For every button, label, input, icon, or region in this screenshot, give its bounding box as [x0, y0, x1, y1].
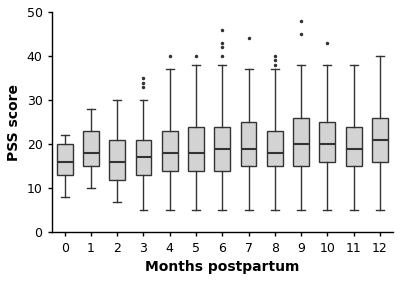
PathPatch shape — [346, 127, 362, 166]
PathPatch shape — [109, 140, 125, 180]
X-axis label: Months postpartum: Months postpartum — [145, 260, 300, 274]
PathPatch shape — [136, 140, 151, 175]
Y-axis label: PSS score: PSS score — [7, 84, 21, 161]
PathPatch shape — [241, 122, 256, 166]
PathPatch shape — [267, 131, 283, 166]
PathPatch shape — [320, 122, 335, 162]
PathPatch shape — [214, 127, 230, 171]
PathPatch shape — [162, 131, 178, 171]
PathPatch shape — [372, 118, 388, 162]
PathPatch shape — [188, 127, 204, 171]
PathPatch shape — [57, 144, 72, 175]
PathPatch shape — [83, 131, 99, 166]
PathPatch shape — [293, 118, 309, 166]
